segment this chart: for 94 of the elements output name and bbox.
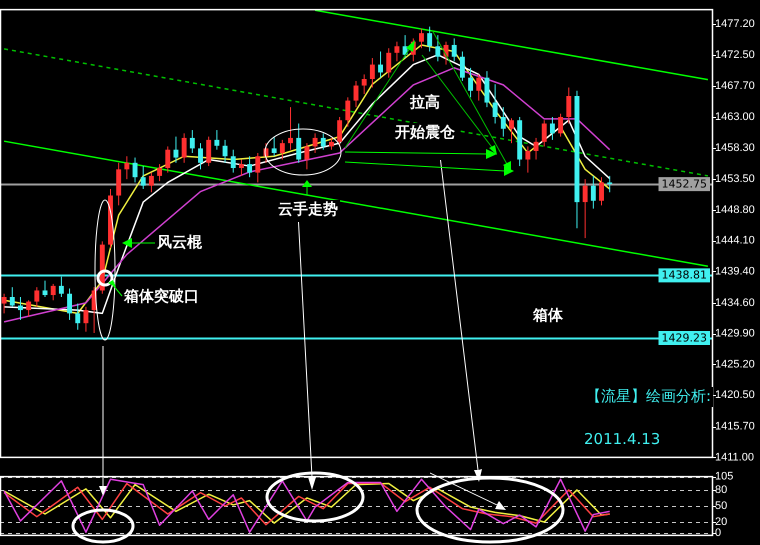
candlestick [582,178,588,239]
candlestick [190,130,195,154]
candlestick [174,136,178,164]
candlestick [320,132,326,150]
y-tick-label: 1472.50 [715,48,755,61]
candlestick [10,286,15,308]
candlestick [124,156,130,180]
y-tick-label: 0 [715,526,722,539]
y-tick-label: 1453.50 [715,173,755,186]
candlestick [509,118,514,144]
candlestick [460,51,465,82]
candlestick [272,136,277,157]
candlestick [402,34,408,59]
candlestick [362,74,367,95]
candlestick [83,306,88,332]
candlestick [452,38,457,62]
candlestick [280,139,285,160]
candlestick [165,146,170,174]
y-tick-label: 1411.00 [715,451,754,464]
y-tick-label: 1439.40 [715,266,755,278]
candlestick [34,286,40,308]
y-tick-label: 1448.80 [715,204,755,216]
candlestick [198,142,203,170]
y-tick-label: 1458.30 [715,142,755,154]
y-tick-label: 1467.70 [715,80,755,92]
candlestick [386,48,392,78]
ref-line-label: 1452.75 [662,177,707,190]
candlestick [354,80,358,108]
candlestick [534,137,538,160]
y-tick-label: 20 [715,516,728,528]
candlestick [18,296,23,320]
y-tick-label: 50 [715,500,728,512]
candlestick [590,175,596,210]
candlestick [378,51,384,78]
y-tick-label: 80 [715,484,728,496]
annotation: 风云棍 [156,232,203,251]
y-tick-label: 105 [715,470,734,483]
candlestick [255,152,260,183]
candlestick [230,149,236,174]
y-tick-label: 1444.10 [715,234,755,247]
candlestick [182,132,187,164]
candlestick [337,116,342,147]
annotation: 箱体 [532,306,564,324]
candlestick [157,164,162,182]
ref-line-label: 1429.23 [662,331,707,344]
candlestick [394,41,400,62]
candlestick [132,157,138,183]
candlestick [599,176,604,206]
candlestick [566,87,572,124]
y-tick-label: 1434.60 [715,296,755,309]
candlestick [427,26,432,52]
y-tick-label: 1429.90 [715,328,755,340]
candlestick [148,172,154,193]
candlestick [296,123,302,164]
candlestick [492,84,498,124]
annotation: 【流星】绘画分析: [586,386,712,405]
candlestick [607,175,612,193]
annotation: 云手走势 [278,200,338,218]
candlestick [419,28,424,49]
candlestick [468,67,474,98]
y-tick-label: 1415.70 [715,420,755,433]
candlestick [370,58,375,88]
annotation: 箱体突破口 [123,286,199,305]
y-tick-label: 1463.00 [715,111,755,123]
annotation: 拉高 [409,92,440,111]
candlestick [542,120,547,147]
candlestick [550,116,555,140]
candlestick [2,293,7,314]
candlestick [288,106,293,150]
candlestick [476,74,482,102]
candlestick [525,146,530,174]
candlestick [222,139,228,164]
annotation: 开始震仓 [394,122,456,141]
candlestick [238,159,244,176]
candlestick [312,132,318,154]
candlestick [345,96,350,128]
candlestick [206,136,212,167]
ref-line-label: 1438.81 [662,268,707,282]
y-tick-label: 1477.20 [715,18,755,30]
candlestick [42,280,48,298]
candlestick [140,166,146,190]
candlestick [435,34,440,62]
candlestick [214,130,220,150]
candlestick [558,113,564,138]
y-tick-label: 1420.50 [715,389,755,402]
candlestick [500,106,506,138]
candlestick [67,288,72,320]
candlestick [304,142,310,170]
candlestick [247,156,252,178]
y-tick-label: 1425.20 [715,358,755,370]
annotation: 2011.4.13 [584,430,660,448]
candlestick [50,283,56,301]
candlestick [26,300,32,318]
candlestick [328,137,334,150]
